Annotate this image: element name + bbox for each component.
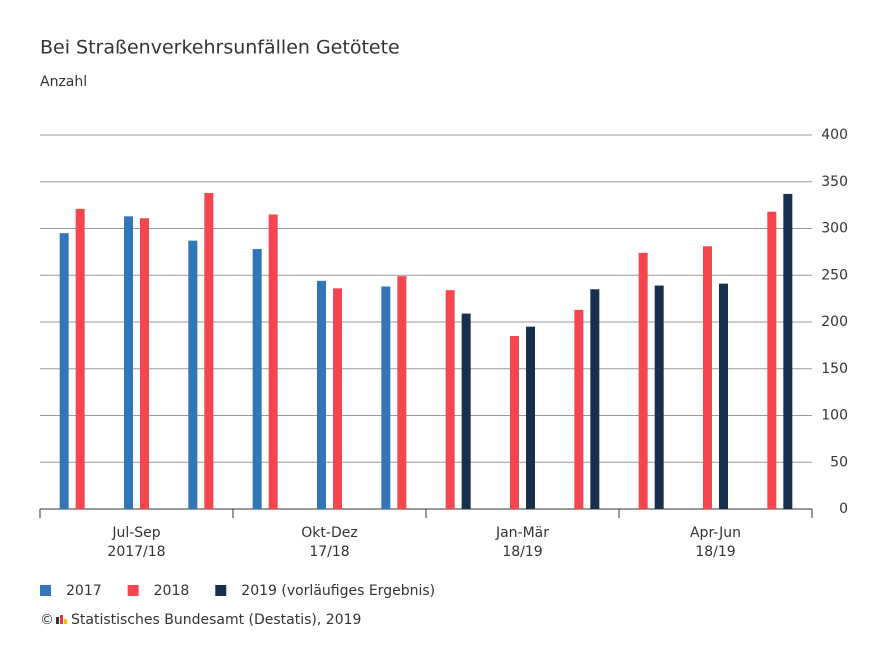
bar — [574, 309, 584, 509]
y-tick-label: 100 — [821, 408, 848, 424]
bar — [703, 246, 712, 509]
legend-label: 2018 — [154, 583, 190, 599]
bar — [75, 208, 85, 510]
legend-label: 2019 (vorläufiges Ergebnis) — [241, 583, 435, 599]
y-tick-label: 150 — [821, 361, 848, 377]
bar — [461, 313, 471, 509]
y-tick-label: 0 — [839, 501, 848, 517]
bar — [252, 249, 262, 509]
y-tick-label: 200 — [821, 314, 848, 330]
source: Statistisches Bundesamt (Destatis), 2019 — [71, 612, 361, 628]
bar — [59, 233, 69, 510]
y-tick-label: 250 — [821, 267, 848, 283]
bar — [590, 289, 600, 509]
bar — [719, 283, 728, 509]
bar — [526, 326, 535, 509]
bar — [510, 336, 519, 509]
y-tick-label: 350 — [821, 174, 848, 190]
bar — [381, 286, 391, 509]
legend-swatch — [215, 585, 227, 596]
y-tick-label: 300 — [821, 221, 848, 237]
chart-title: Bei Straßenverkehrsunfällen Getötete — [40, 37, 400, 59]
group-label: Apr-Jun — [690, 525, 741, 541]
chart-subtitle: Anzahl — [40, 74, 87, 90]
group-label: Jan-Mär — [495, 525, 549, 541]
bar — [783, 193, 793, 509]
bar — [654, 285, 664, 509]
bar — [188, 240, 198, 509]
legend-swatch — [127, 585, 139, 596]
group-label: 2017/18 — [107, 544, 165, 560]
group-label: Okt-Dez — [301, 525, 357, 541]
group-label: Jul-Sep — [111, 525, 160, 541]
bar — [124, 216, 133, 509]
bar — [333, 288, 342, 509]
bar — [397, 276, 407, 509]
bar — [204, 192, 214, 509]
copyright: © — [40, 612, 54, 628]
group-label: 17/18 — [309, 544, 349, 560]
bar — [317, 280, 326, 509]
logo — [56, 615, 67, 624]
bar — [140, 218, 149, 509]
y-tick-label: 400 — [821, 127, 848, 143]
bar — [767, 211, 777, 510]
bar — [445, 290, 455, 509]
y-tick-label: 50 — [830, 454, 848, 470]
legend-swatch — [40, 585, 51, 596]
group-label: 18/19 — [695, 544, 735, 560]
bar — [638, 252, 648, 509]
group-label: 18/19 — [502, 544, 542, 560]
bar — [268, 214, 278, 509]
legend-label: 2017 — [66, 583, 102, 599]
